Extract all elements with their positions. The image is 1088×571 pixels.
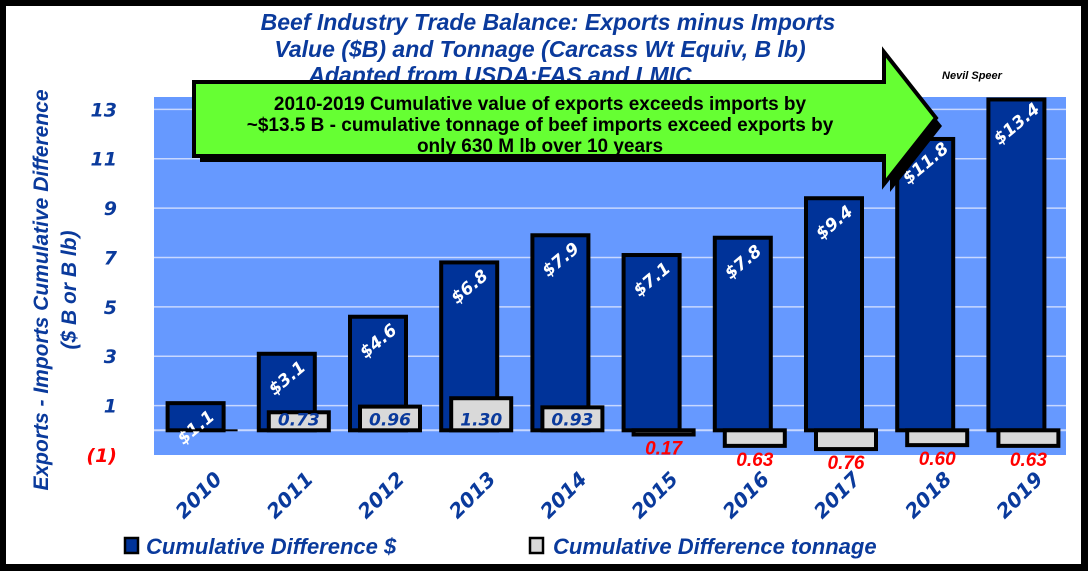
y-tick-label: (1) (86, 445, 117, 467)
tonnage-bar (905, 428, 970, 448)
y-tick-label: 3 (104, 346, 117, 368)
y-tick-label: 1 (104, 396, 117, 418)
tonnage-data-label: 0.73 (278, 410, 320, 430)
y-tick-label: 7 (104, 247, 118, 269)
tonnage-bar (358, 404, 422, 433)
legend: Cumulative Difference $ Cumulative Diffe… (123, 534, 877, 559)
tonnage-bar (996, 428, 1061, 448)
callout-arrow-shape (192, 46, 939, 190)
dollar-bar (530, 233, 591, 433)
legend-label-tonnage: Cumulative Difference tonnage (553, 534, 877, 559)
callout-text-line1: 2010-2019 Cumulative value of exports ex… (274, 94, 807, 115)
tonnage-bar (177, 429, 238, 432)
dollar-bar (804, 196, 864, 433)
y-axis-label-line2: ($ B or B lb) (58, 230, 81, 349)
tonnage-data-label: 0.60 (919, 449, 956, 470)
legend-item-dollars[interactable]: Cumulative Difference $ (123, 534, 397, 559)
dollar-bar (712, 235, 773, 433)
legend-swatch-tonnage (528, 536, 545, 555)
y-tick-label: 5 (104, 297, 117, 319)
tonnage-data-label: 0.96 (369, 410, 411, 430)
legend-swatch-dollars (123, 536, 140, 555)
chart-title-line2: Value ($B) and Tonnage (Carcass Wt Equiv… (274, 36, 805, 62)
tonnage-bar (449, 396, 514, 433)
callout-text-line2: ~$13.5 B - cumulative tonnage of beef im… (247, 115, 834, 136)
tonnage-bar (540, 405, 605, 433)
tonnage-data-label: 1.30 (460, 410, 502, 430)
tonnage-data-label: 0.93 (551, 410, 593, 430)
tonnage-bar (631, 428, 696, 437)
y-axis-label-line1: Exports - Imports Cumulative Difference (30, 89, 53, 490)
author-credit: Nevil Speer (942, 70, 1003, 82)
tonnage-bar (814, 428, 878, 452)
legend-item-tonnage[interactable]: Cumulative Difference tonnage (528, 534, 877, 559)
tonnage-data-label: 0.63 (736, 450, 773, 471)
chart-title-line1: Beef Industry Trade Balance: Exports min… (261, 9, 836, 35)
y-tick-label: 13 (91, 99, 117, 121)
tonnage-bar (722, 428, 787, 448)
callout-arrow: 2010-2019 Cumulative value of exports ex… (192, 46, 942, 192)
tonnage-data-label: 0.63 (1010, 450, 1047, 471)
tonnage-data-label: 0.76 (828, 453, 865, 474)
tonnage-data-label: 0.17 (645, 439, 683, 460)
y-tick-label: 9 (104, 198, 117, 220)
y-tick-label: 11 (91, 149, 117, 171)
y-axis-label: Exports - Imports Cumulative Difference … (30, 89, 81, 490)
callout-text-line3: only 630 M lb over 10 years (417, 136, 663, 157)
legend-label-dollars: Cumulative Difference $ (146, 534, 397, 559)
tonnage-bar (266, 410, 331, 433)
dollar-bar (986, 97, 1047, 433)
